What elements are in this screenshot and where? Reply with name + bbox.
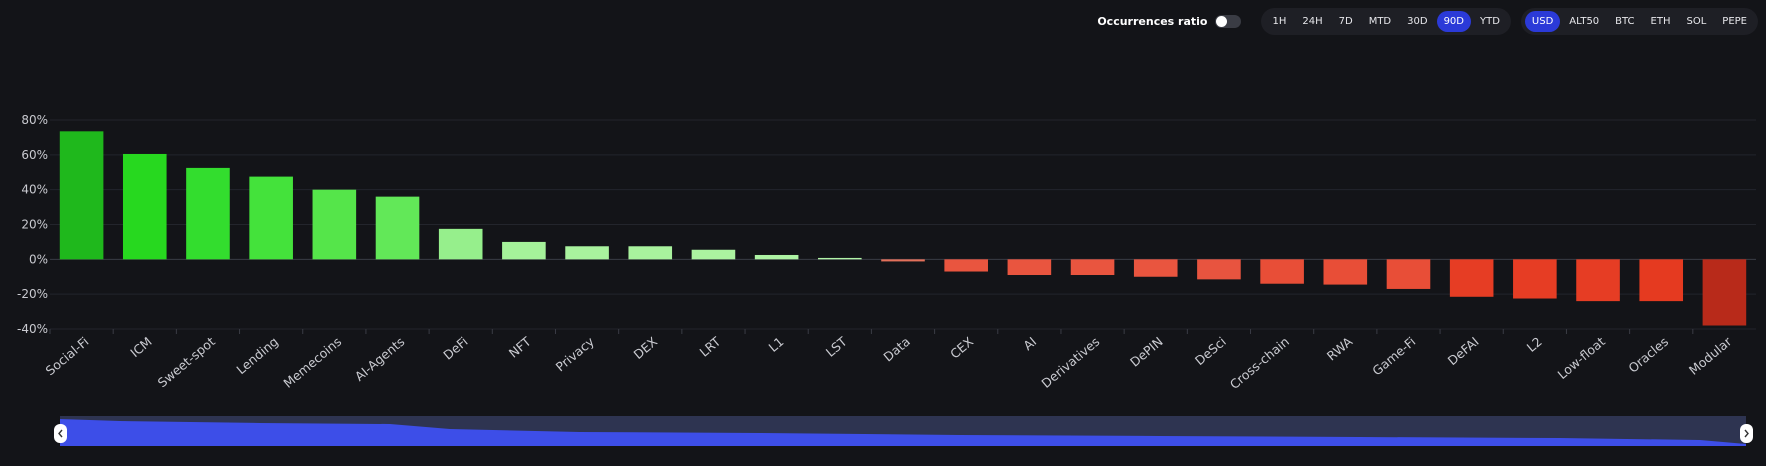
y-tick-label: 20% xyxy=(21,218,48,232)
x-tick-label: DeFi xyxy=(440,334,470,363)
timeframe-pill-90d[interactable]: 90D xyxy=(1436,11,1471,32)
bar-lrt[interactable] xyxy=(691,249,736,260)
bar-derivatives[interactable] xyxy=(1070,259,1115,276)
x-tick-label: Privacy xyxy=(553,333,598,374)
y-tick-label: -20% xyxy=(17,287,48,301)
bar-data[interactable] xyxy=(881,259,925,262)
bar-defi[interactable] xyxy=(438,228,483,260)
x-tick-label: DEX xyxy=(631,334,661,363)
bar-oracles[interactable] xyxy=(1639,259,1684,302)
bar-dex[interactable] xyxy=(628,246,673,260)
bar-nft[interactable] xyxy=(502,241,546,260)
x-tick-label: Cross-chain xyxy=(1227,334,1292,392)
y-tick-label: 0% xyxy=(29,252,48,266)
bar-l1[interactable] xyxy=(754,254,799,260)
chevron-right-icon xyxy=(1744,429,1749,438)
bar-cross-chain[interactable] xyxy=(1260,259,1304,284)
bar-modular[interactable] xyxy=(1702,259,1747,326)
bar-l2[interactable] xyxy=(1513,259,1557,299)
x-tick-label: DeFAI xyxy=(1445,334,1482,368)
bar-icm[interactable] xyxy=(122,153,167,260)
base-pill-pepe[interactable]: PEPE xyxy=(1722,16,1747,27)
bar-defai[interactable] xyxy=(1449,259,1494,297)
x-tick-label: Data xyxy=(880,334,913,365)
range-slider-right-handle[interactable] xyxy=(1740,424,1753,443)
bar-cex[interactable] xyxy=(944,259,988,272)
chart-plot-area: 80% 60% 40% 20% 0% -20% -40%Social-Fi ICM Sweet-… xyxy=(17,113,1756,392)
x-tick-label: L2 xyxy=(1524,334,1545,355)
x-tick-label: ICM xyxy=(127,334,154,360)
bar-desci[interactable] xyxy=(1197,259,1241,280)
bar-lending[interactable] xyxy=(249,176,293,260)
timeframe-pill-7d[interactable]: 7D xyxy=(1338,16,1353,27)
timeframe-pill-ytd[interactable]: YTD xyxy=(1480,16,1500,27)
range-slider[interactable] xyxy=(60,416,1746,446)
minimap-svg xyxy=(60,419,1746,446)
x-tick-label: Lending xyxy=(233,334,281,377)
x-tick-label: LST xyxy=(823,334,850,360)
chevron-left-icon xyxy=(58,429,63,438)
bar-low-float[interactable] xyxy=(1576,259,1620,302)
x-tick-label: LRT xyxy=(697,334,724,360)
x-tick-label: Oracles xyxy=(1625,334,1671,376)
x-tick-label: DePIN xyxy=(1127,334,1166,370)
base-pill-usd[interactable]: USD xyxy=(1524,11,1561,32)
occurrences-ratio-label: Occurrences ratio xyxy=(1097,15,1208,28)
x-tick-label: Game-Fi xyxy=(1369,334,1418,379)
occurrences-ratio-toggle[interactable] xyxy=(1215,15,1242,28)
x-tick-label: AI-Agents xyxy=(352,334,408,384)
timeframe-pill-30d[interactable]: 30D xyxy=(1407,16,1428,27)
x-tick-label: Memecoins xyxy=(280,334,344,391)
x-tick-label: RWA xyxy=(1324,334,1356,364)
occurrences-toggle-group: Occurrences ratio xyxy=(1097,15,1242,28)
chart-controls: Occurrences ratio 1H 24H 7D MTD 30D 90D YTD US… xyxy=(1097,8,1758,35)
bar-privacy[interactable] xyxy=(565,246,609,260)
x-tick-label: Modular xyxy=(1686,333,1735,378)
y-tick-label: 80% xyxy=(21,113,48,127)
base-pill-btc[interactable]: BTC xyxy=(1615,16,1635,27)
bar-memecoins[interactable] xyxy=(312,189,357,260)
base-pill-eth[interactable]: ETH xyxy=(1650,16,1671,27)
bar-game-fi[interactable] xyxy=(1386,259,1431,289)
x-tick-label: Sweet-spot xyxy=(155,334,218,391)
x-tick-label: CEX xyxy=(947,334,976,362)
x-tick-label: NFT xyxy=(506,334,534,361)
x-tick-label: AI xyxy=(1020,334,1039,353)
x-tick-label: Derivatives xyxy=(1038,334,1102,391)
base-pill-alt50[interactable]: ALT50 xyxy=(1569,16,1600,27)
x-tick-label: Low-float xyxy=(1554,334,1608,382)
bar-lst[interactable] xyxy=(818,257,862,260)
x-tick-label: L1 xyxy=(765,334,786,355)
bar-ai-agents[interactable] xyxy=(375,196,420,260)
x-tick-label: Social-Fi xyxy=(43,334,92,378)
timeframe-selector: 1H 24H 7D MTD 30D 90D YTD xyxy=(1261,8,1511,35)
y-tick-label: 60% xyxy=(21,148,48,162)
bar-rwa[interactable] xyxy=(1323,259,1368,285)
base-currency-selector: USD ALT50 BTC ETH SOL PEPE xyxy=(1520,8,1758,35)
bar-ai[interactable] xyxy=(1007,259,1052,276)
bar-sweet-spot[interactable] xyxy=(186,167,230,260)
bar-social-fi[interactable] xyxy=(59,131,104,260)
toggle-knob xyxy=(1216,16,1228,27)
range-slider-left-handle[interactable] xyxy=(54,424,67,443)
x-tick-label: DeSci xyxy=(1192,334,1229,368)
y-tick-label: 40% xyxy=(21,183,48,197)
bar-depin[interactable] xyxy=(1133,259,1178,277)
timeframe-pill-1h[interactable]: 1H xyxy=(1272,16,1287,27)
timeframe-pill-mtd[interactable]: MTD xyxy=(1368,16,1392,27)
minimap-area xyxy=(60,419,1746,446)
timeframe-pill-24h[interactable]: 24H xyxy=(1302,16,1323,27)
y-tick-label: -40% xyxy=(17,322,48,336)
base-pill-sol[interactable]: SOL xyxy=(1686,16,1707,27)
